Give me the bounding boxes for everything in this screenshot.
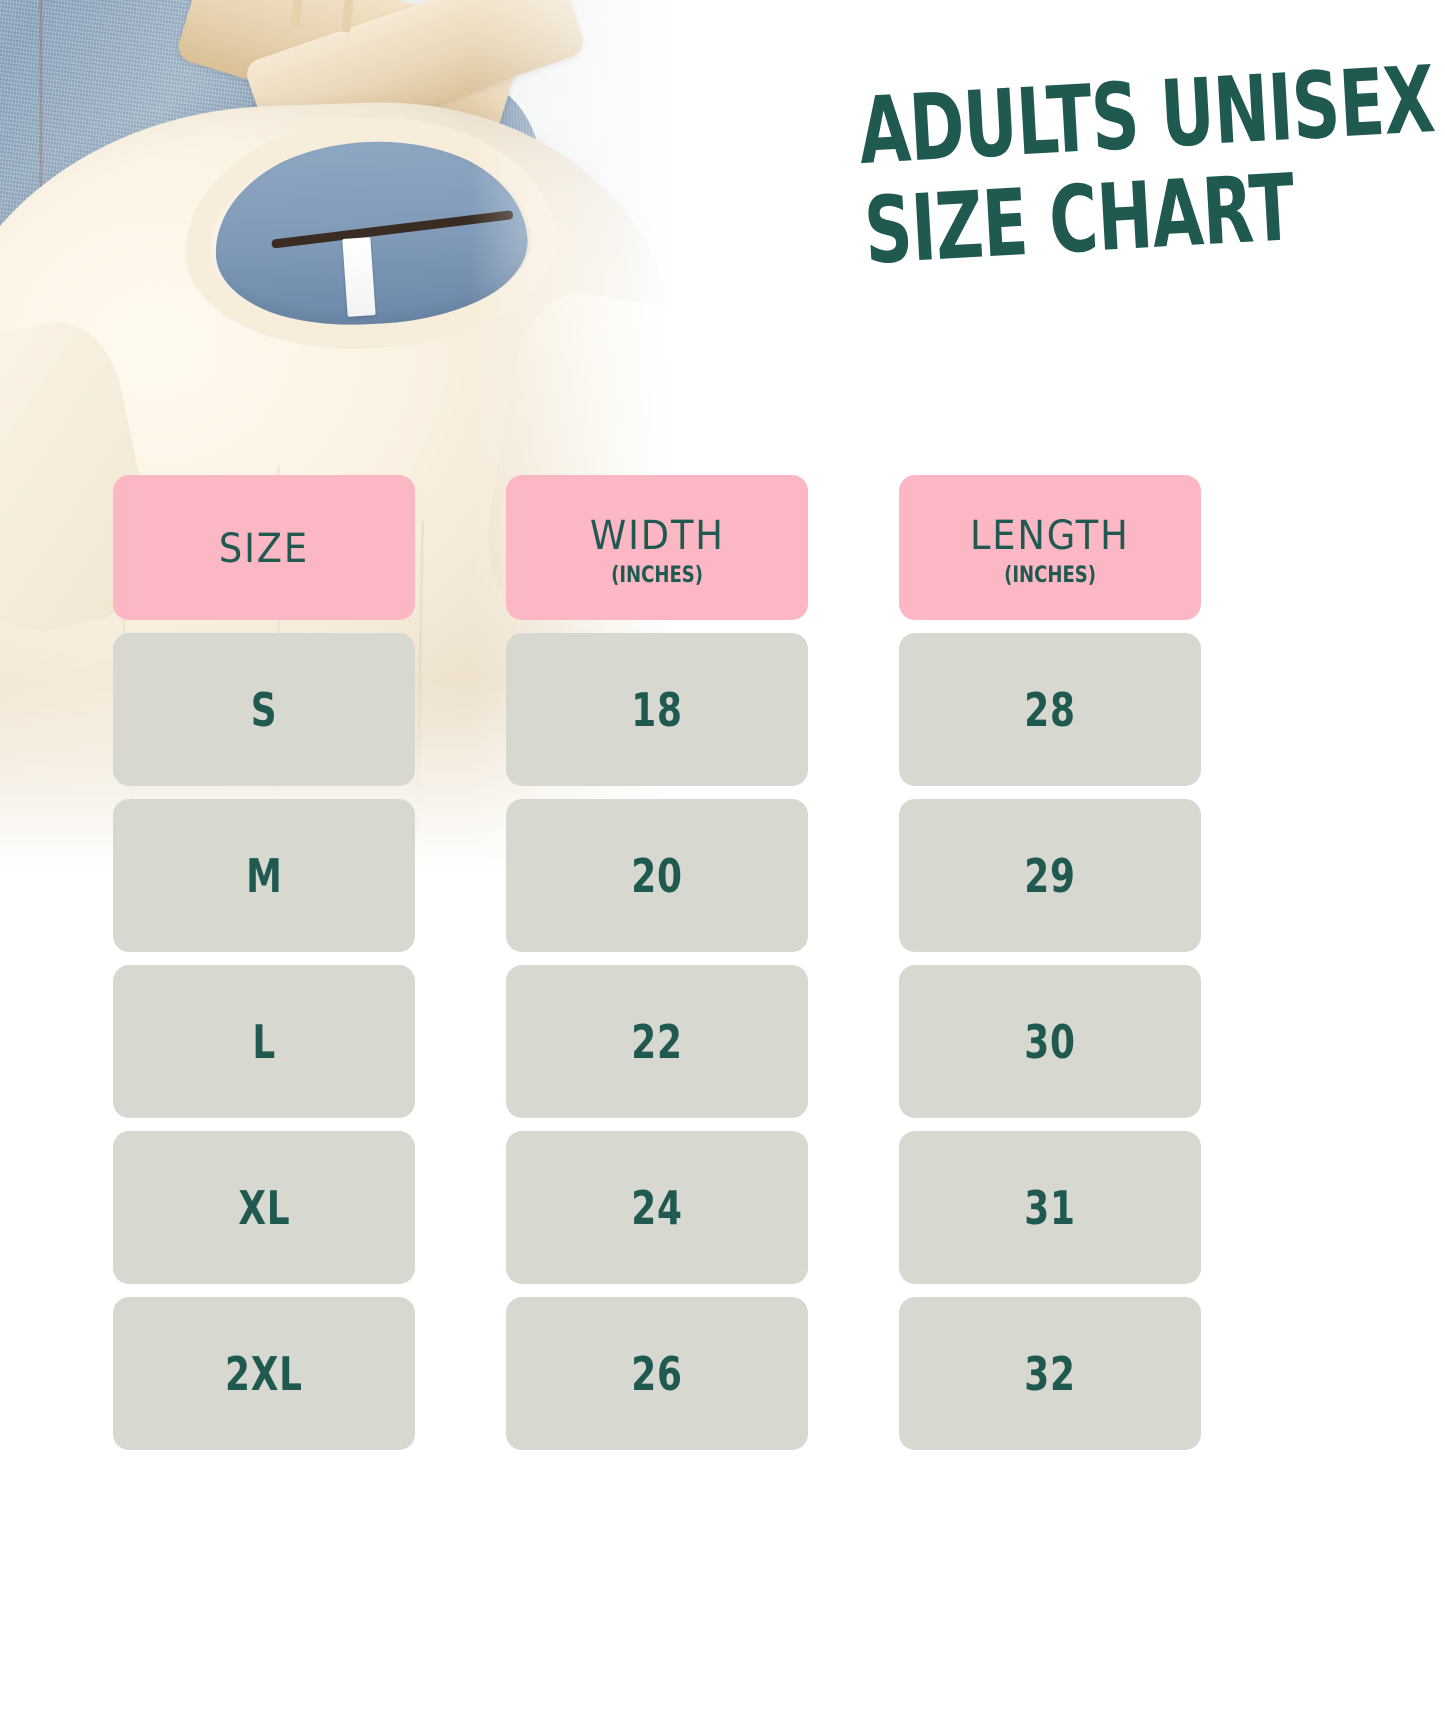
table-row: XL 24 31 (113, 1131, 1212, 1284)
cell-length: 31 (899, 1131, 1201, 1284)
cell-width: 18 (506, 633, 808, 786)
value-length: 31 (1024, 1180, 1076, 1235)
cell-width: 24 (506, 1131, 808, 1284)
table-row: L 22 30 (113, 965, 1212, 1118)
value-size: 2XL (225, 1346, 303, 1401)
header-unit-length: (INCHES) (1004, 563, 1096, 588)
cell-length: 29 (899, 799, 1201, 952)
cell-size: XL (113, 1131, 415, 1284)
value-length: 32 (1024, 1346, 1076, 1401)
header-cell-width: WIDTH (INCHES) (506, 475, 808, 620)
value-width: 18 (631, 682, 683, 737)
header-unit-width: (INCHES) (611, 563, 703, 588)
cell-length: 30 (899, 965, 1201, 1118)
header-label-width: WIDTH (589, 513, 725, 559)
table-row: M 20 29 (113, 799, 1212, 952)
value-length: 28 (1024, 682, 1076, 737)
size-chart-table: SIZE WIDTH (INCHES) LENGTH (INCHES) S 18… (113, 475, 1212, 1450)
value-size: L (252, 1014, 276, 1069)
value-length: 30 (1024, 1014, 1076, 1069)
value-size: M (245, 848, 283, 903)
value-length: 29 (1024, 848, 1076, 903)
value-width: 26 (631, 1346, 683, 1401)
cell-size: L (113, 965, 415, 1118)
cell-width: 26 (506, 1297, 808, 1450)
cell-width: 22 (506, 965, 808, 1118)
value-width: 22 (631, 1014, 683, 1069)
cell-size: S (113, 633, 415, 786)
value-size: XL (237, 1180, 291, 1235)
cell-size: M (113, 799, 415, 952)
header-label-length: LENGTH (970, 513, 1130, 559)
value-width: 24 (631, 1180, 683, 1235)
table-header-row: SIZE WIDTH (INCHES) LENGTH (INCHES) (113, 475, 1212, 620)
cell-size: 2XL (113, 1297, 415, 1450)
brand-label-tag (342, 237, 376, 317)
header-label-size: SIZE (218, 525, 310, 572)
cell-length: 28 (899, 633, 1201, 786)
value-width: 20 (631, 848, 683, 903)
value-size: S (250, 682, 278, 737)
title-line-two: SIZE CHART (861, 154, 1297, 286)
header-cell-size: SIZE (113, 475, 415, 620)
cell-length: 32 (899, 1297, 1201, 1450)
table-row: S 18 28 (113, 633, 1212, 786)
cell-width: 20 (506, 799, 808, 952)
table-row: 2XL 26 32 (113, 1297, 1212, 1450)
header-cell-length: LENGTH (INCHES) (899, 475, 1201, 620)
page-title: ADULTS UNISEX SIZE CHART (700, 46, 1437, 286)
